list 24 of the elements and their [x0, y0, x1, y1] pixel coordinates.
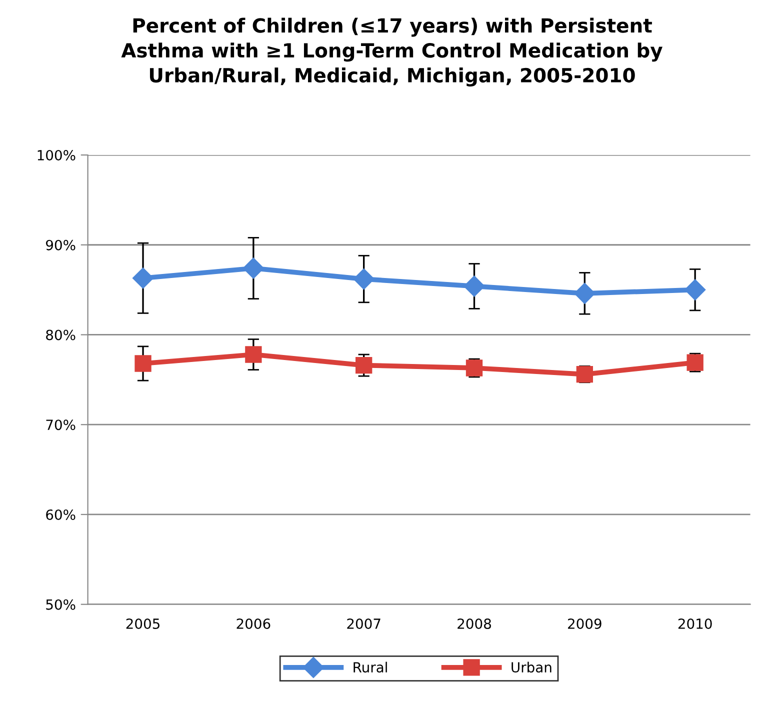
y-tick-label: 90%	[46, 240, 76, 250]
point	[464, 276, 485, 297]
x-tick-label: 2005	[126, 618, 160, 629]
y-tick-label: 70%	[46, 420, 76, 430]
y-tick-label: 80%	[46, 330, 76, 340]
legend-label: Rural	[354, 662, 387, 673]
chart-title: Percent of Children (≤17 years) with Persistent Asthma with ≥1 Long-Term Control Medication by Urban/Rural, Medicaid, Michigan, 2005-2010	[121, 18, 662, 87]
x-tick-label: 2008	[458, 618, 491, 629]
x-tick-label: 2006	[236, 618, 270, 629]
point	[356, 356, 372, 374]
point	[132, 268, 154, 289]
x-tick-label: 2009	[568, 618, 602, 629]
y-tick-label: 100%	[38, 150, 76, 160]
point	[353, 268, 374, 290]
point	[242, 258, 264, 279]
x-tick-label: 2010	[678, 618, 712, 629]
x-tick-label: 2007	[347, 618, 380, 629]
point	[134, 355, 152, 372]
y-tick-label: 50%	[46, 599, 76, 610]
legend-label: Urban	[512, 662, 552, 673]
point	[245, 346, 262, 363]
point	[684, 279, 706, 300]
point	[574, 282, 596, 304]
y-tick-label: 60%	[46, 509, 76, 520]
